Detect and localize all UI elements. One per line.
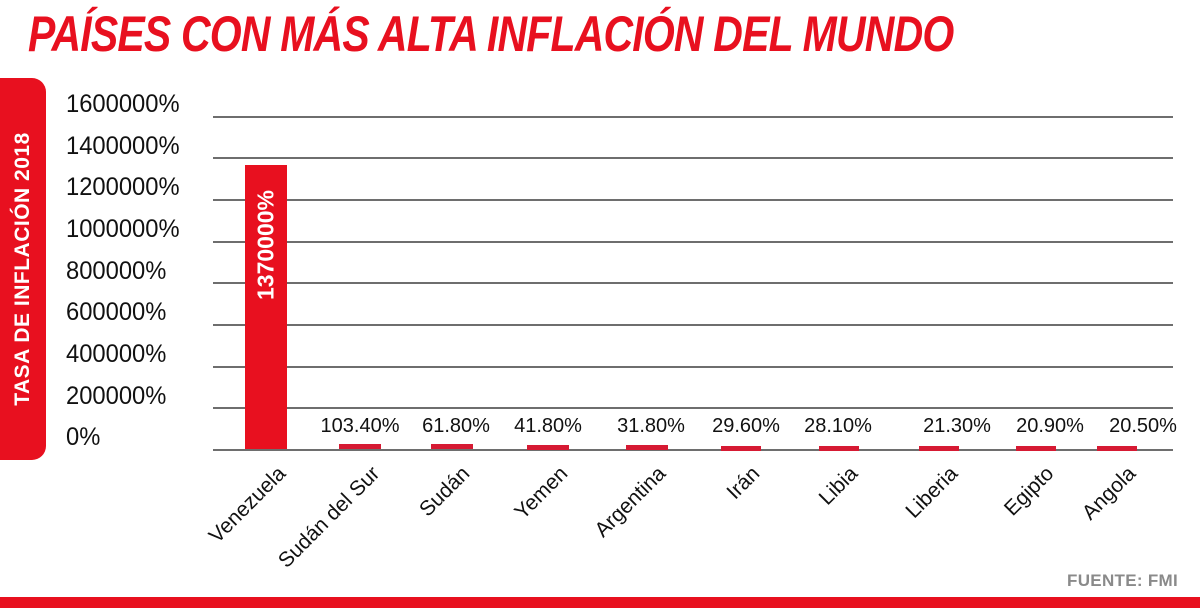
value-label-sudan: 61.80% xyxy=(422,415,490,437)
value-label-iran: 29.60% xyxy=(712,415,780,437)
gridline xyxy=(213,324,1173,326)
category-label-liberia: Liberia xyxy=(901,462,963,523)
gridline xyxy=(213,116,1173,118)
y-tick-200000: 200000% xyxy=(66,382,167,410)
bar-sudan-del-sur xyxy=(339,444,381,449)
category-label-venezuela: Venezuela xyxy=(204,462,291,548)
category-label-egipto: Egipto xyxy=(999,462,1059,521)
bar-yemen xyxy=(527,445,569,450)
value-label-egipto: 20.90% xyxy=(1016,415,1084,437)
category-label-argentina: Argentina xyxy=(590,462,671,542)
bottom-accent-stripe xyxy=(0,597,1200,608)
bar-argentina xyxy=(626,445,668,450)
category-label-angola: Angola xyxy=(1077,462,1141,525)
value-label-libia: 28.10% xyxy=(804,415,872,437)
y-axis-label: TASA DE INFLACIÓN 2018 xyxy=(11,132,34,406)
bar-liberia xyxy=(919,446,959,451)
category-label-sudan: Sudán xyxy=(415,462,475,522)
bar-egipto xyxy=(1016,446,1056,451)
value-label-sudan-del-sur: 103.40% xyxy=(320,415,400,437)
gridline xyxy=(213,366,1173,368)
y-tick-800000: 800000% xyxy=(66,257,167,285)
chart-title: PAÍSES CON MÁS ALTA INFLACIÓN DEL MUNDO xyxy=(28,6,954,62)
y-tick-600000: 600000% xyxy=(66,298,167,326)
gridline xyxy=(213,282,1173,284)
bar-angola xyxy=(1097,446,1137,451)
value-label-yemen: 41.80% xyxy=(514,415,582,437)
y-tick-1000000: 1000000% xyxy=(66,215,180,243)
bar-libia xyxy=(819,446,859,451)
source-note: FUENTE: FMI xyxy=(1067,571,1178,590)
category-label-yemen: Yemen xyxy=(510,462,573,524)
value-label-liberia: 21.30% xyxy=(923,415,991,437)
bar-value-venezuela: 1370000% xyxy=(252,190,279,300)
value-label-angola: 20.50% xyxy=(1109,415,1177,437)
gridline xyxy=(213,241,1173,243)
y-tick-1400000: 1400000% xyxy=(66,132,180,160)
y-axis-label-box: TASA DE INFLACIÓN 2018 xyxy=(0,78,46,460)
gridline xyxy=(213,157,1173,159)
y-tick-0: 0% xyxy=(66,423,101,451)
gridline xyxy=(213,199,1173,201)
gridline xyxy=(213,407,1173,409)
category-label-iran: Irán xyxy=(722,462,765,504)
y-tick-400000: 400000% xyxy=(66,340,167,368)
bar-iran xyxy=(721,446,761,451)
value-label-argentina: 31.80% xyxy=(617,415,685,437)
y-tick-1600000: 1600000% xyxy=(66,90,180,118)
category-label-libia: Libia xyxy=(814,462,863,510)
y-tick-1200000: 1200000% xyxy=(66,173,180,201)
bar-venezuela xyxy=(245,165,287,449)
bar-sudan xyxy=(431,444,473,449)
x-axis-baseline xyxy=(213,449,1173,451)
